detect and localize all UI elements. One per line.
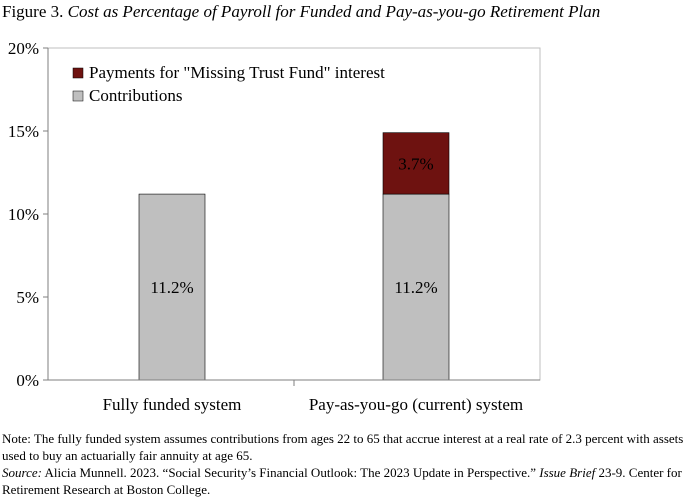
x-axis: Fully funded system Pay-as-you-go (curren… xyxy=(48,379,540,414)
y-tick-label: 0% xyxy=(16,371,39,390)
bar-contributions xyxy=(382,193,450,381)
y-tick-label: 15% xyxy=(8,122,39,141)
y-axis: 0% 5% 10% 15% 20% xyxy=(8,39,49,390)
bars: 11.2% 11.2% 3.7% xyxy=(138,132,450,381)
note-text: Note: The fully funded system assumes co… xyxy=(2,431,684,463)
legend: Payments for "Missing Trust Fund" intere… xyxy=(72,63,385,105)
figure-title: Figure 3. Cost as Percentage of Payroll … xyxy=(2,2,600,22)
bar-contributions xyxy=(138,193,206,381)
source-text: Source: Alicia Munnell. 2023. “Social Se… xyxy=(2,464,698,498)
x-tick-label: Fully funded system xyxy=(103,395,242,414)
legend-label: Contributions xyxy=(89,86,183,105)
source-publisher: 23-9. Center for Retirement Research at … xyxy=(2,465,682,497)
data-label: 11.2% xyxy=(394,278,437,297)
source-citation: Alicia Munnell. 2023. “Social Security’s… xyxy=(41,465,540,480)
legend-label: Payments for "Missing Trust Fund" intere… xyxy=(89,63,385,82)
bar-interest-payments xyxy=(382,132,450,195)
figure-label: Figure 3. xyxy=(2,2,64,21)
figure-notes: Note: The fully funded system assumes co… xyxy=(2,430,698,498)
y-tick-label: 20% xyxy=(8,39,39,58)
x-tick-label: Pay-as-you-go (current) system xyxy=(309,395,523,414)
legend-swatch xyxy=(72,90,84,102)
figure-title-text: Cost as Percentage of Payroll for Funded… xyxy=(67,2,601,21)
y-tick-label: 5% xyxy=(16,288,39,307)
y-tick-label: 10% xyxy=(8,205,39,224)
data-label: 11.2% xyxy=(150,278,193,297)
source-label: Source: xyxy=(2,465,42,480)
stacked-bar-chart: 0% 5% 10% 15% 20% 11.2% 11.2% 3.7% Fully funde… xyxy=(8,39,541,414)
source-publication: Issue Brief xyxy=(539,465,596,480)
legend-swatch xyxy=(72,67,84,79)
data-label: 3.7% xyxy=(398,154,433,173)
